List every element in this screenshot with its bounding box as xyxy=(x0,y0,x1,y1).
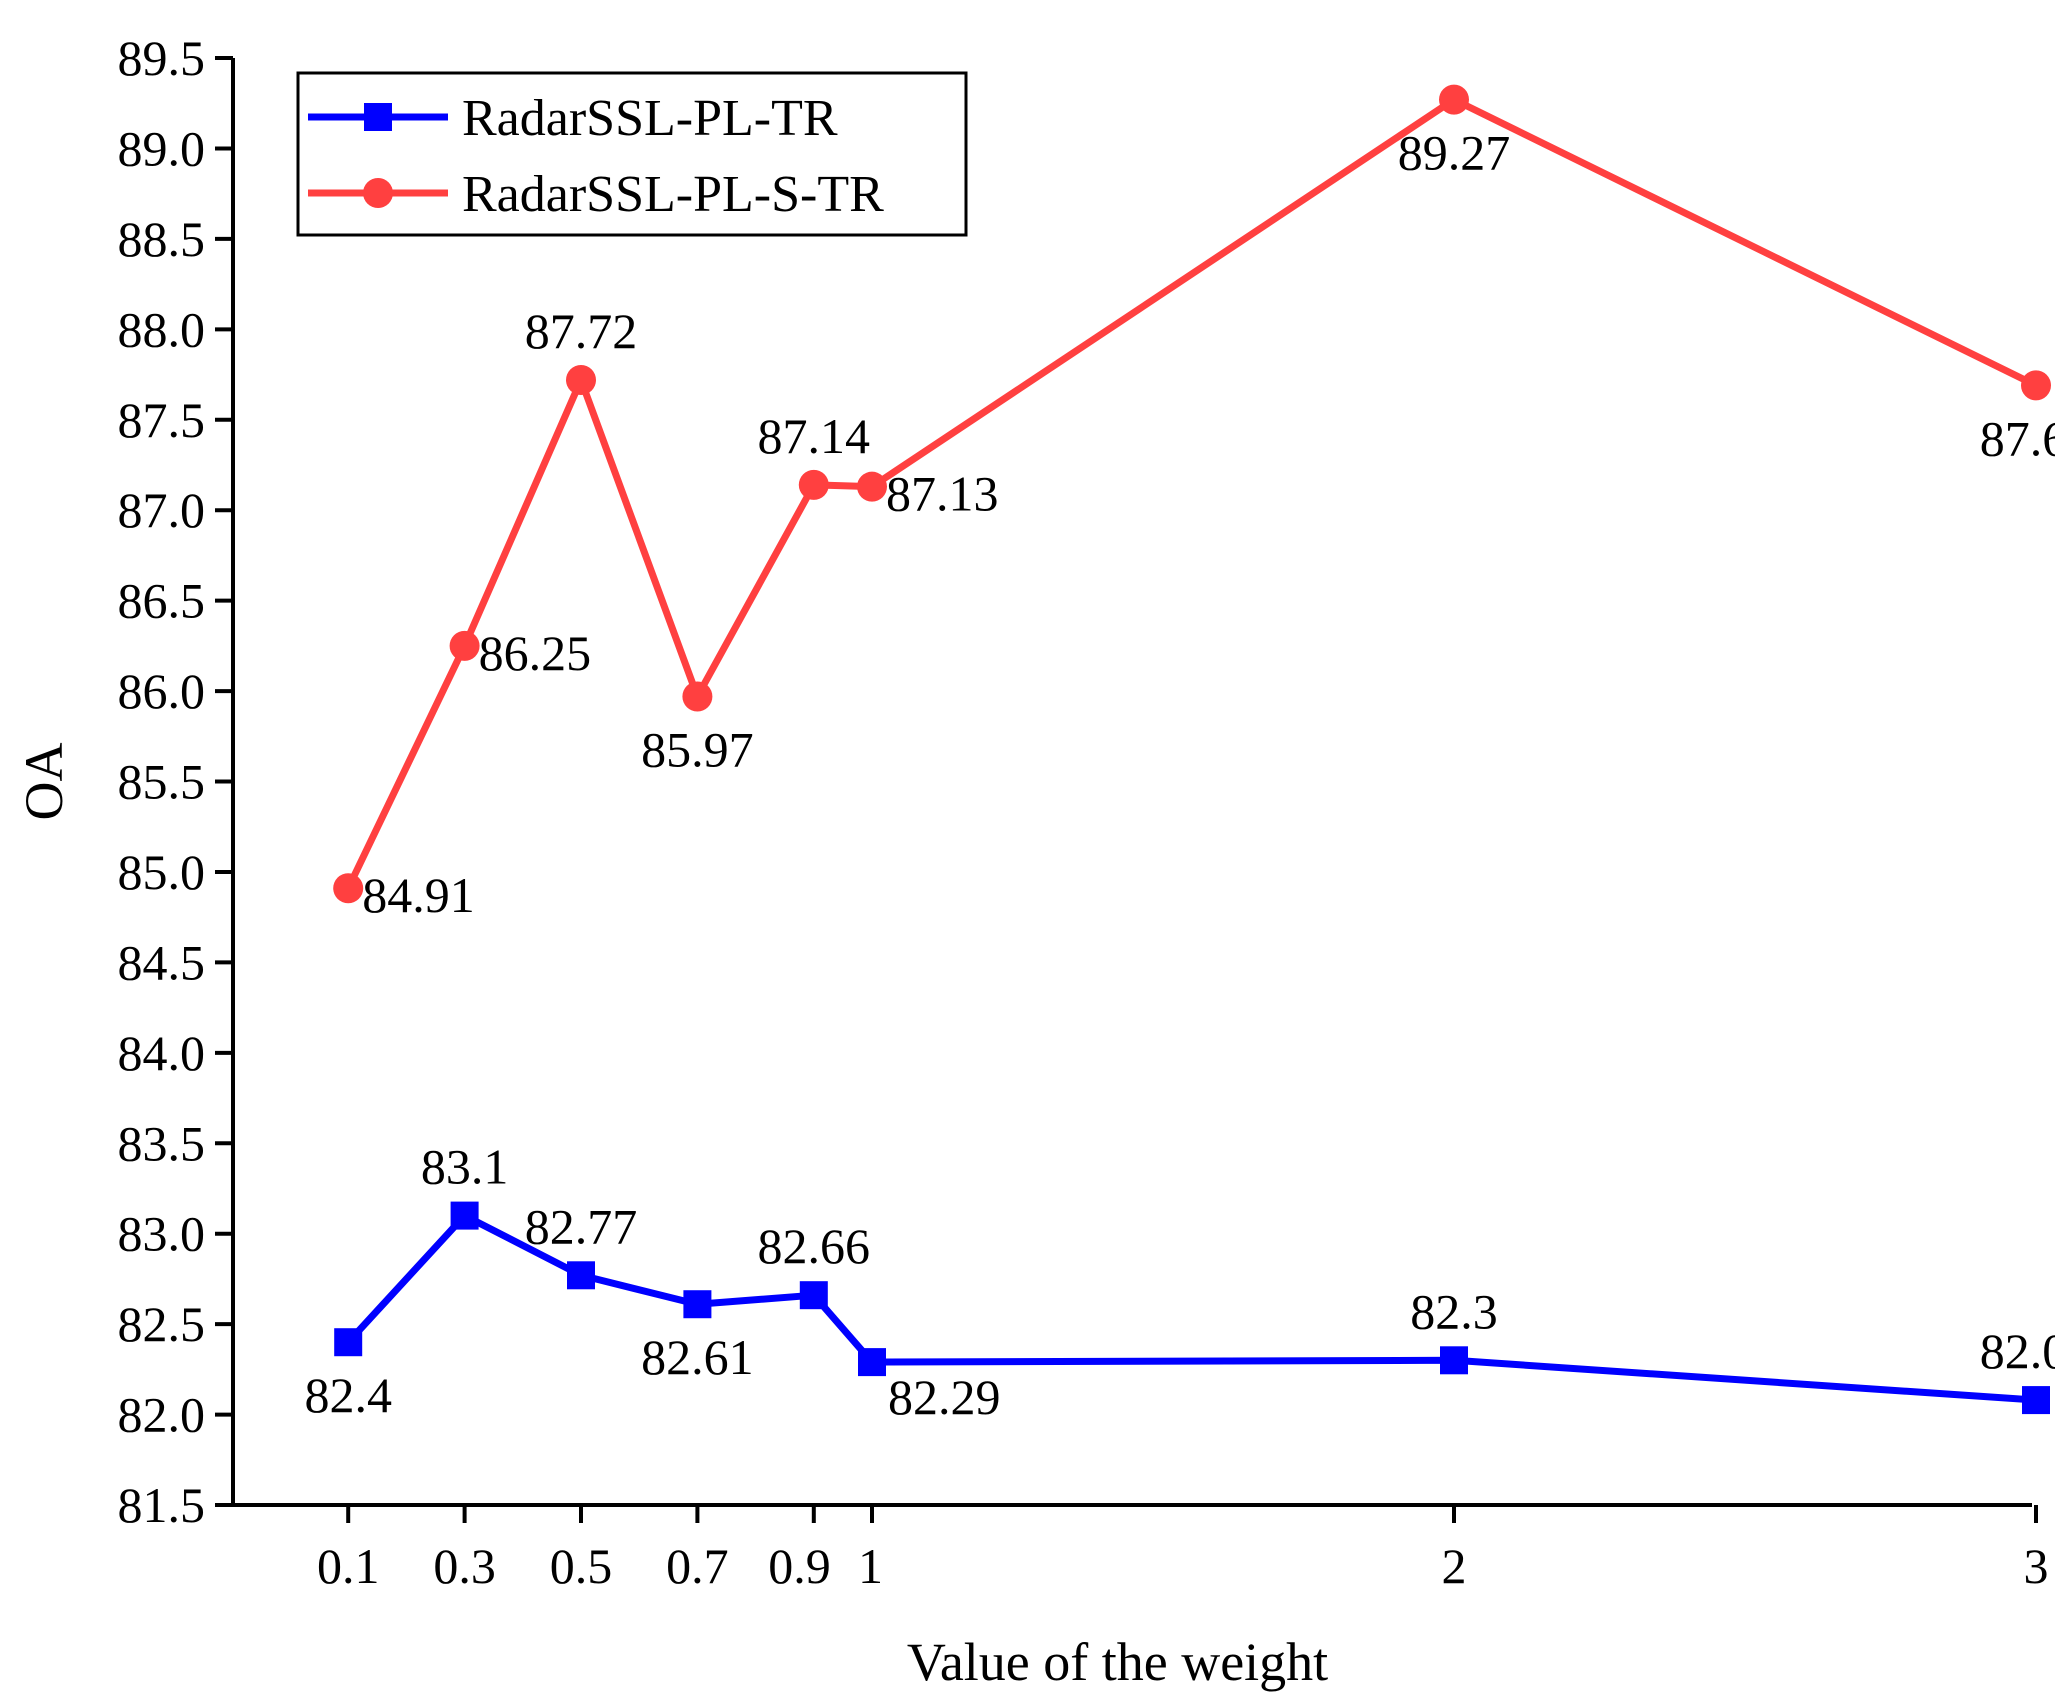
data-label: 82.29 xyxy=(888,1369,1001,1425)
data-label: 86.25 xyxy=(479,625,591,681)
series-layer xyxy=(333,84,2051,1415)
data-point xyxy=(799,1281,828,1310)
x-tick-label: 0.7 xyxy=(666,1538,729,1594)
y-tick-label: 83.5 xyxy=(118,1115,206,1171)
y-tick-label: 86.5 xyxy=(118,573,206,629)
data-point xyxy=(567,1261,595,1290)
series-0 xyxy=(334,1201,2050,1415)
x-tick-label: 0.9 xyxy=(768,1538,831,1594)
data-point xyxy=(1440,1346,1468,1375)
legend-item-1: RadarSSL-PL-S-TR xyxy=(308,166,884,223)
data-label: 82.77 xyxy=(525,1198,638,1254)
data-point xyxy=(2022,1386,2050,1415)
data-label: 82.66 xyxy=(758,1218,871,1274)
y-axis-title: OA xyxy=(14,743,74,821)
data-label: 82.3 xyxy=(1410,1283,1498,1339)
axes: 81.5 82.0 82.5 83.0 83.5 84.0 84.5 85.0 85.5 86.0… xyxy=(14,30,2049,1692)
data-label: 84.91 xyxy=(362,867,475,923)
x-tick-label: 3 xyxy=(2024,1538,2049,1594)
y-tick-label: 83.0 xyxy=(118,1206,206,1262)
y-tick-label: 89.0 xyxy=(118,120,206,176)
data-point xyxy=(2021,370,2051,401)
data-point xyxy=(858,1348,886,1377)
data-label: 82.08 xyxy=(1980,1323,2055,1379)
data-label: 87.14 xyxy=(758,408,871,464)
data-label: 87.69 xyxy=(1980,410,2055,466)
y-tick-label: 82.0 xyxy=(118,1387,206,1443)
series-line xyxy=(345,96,2038,890)
legend-label: RadarSSL-PL-TR xyxy=(462,90,838,147)
y-tick-label: 81.5 xyxy=(118,1477,206,1533)
data-point xyxy=(1439,84,1469,115)
series-1 xyxy=(333,84,2051,904)
x-tick-label: 0.3 xyxy=(433,1538,496,1594)
x-tick-label: 2 xyxy=(1442,1538,1467,1594)
data-point xyxy=(450,1201,479,1230)
y-tick-label: 87.0 xyxy=(118,482,206,538)
x-tick-label: 0.5 xyxy=(550,1538,613,1594)
legend: RadarSSL-PL-TR RadarSSL-PL-S-TR xyxy=(296,71,968,237)
legend-item-0: RadarSSL-PL-TR xyxy=(308,90,838,147)
legend-box xyxy=(296,71,968,237)
data-point xyxy=(683,1290,712,1319)
data-label: 85.97 xyxy=(641,721,754,777)
x-tick-label: 0.1 xyxy=(317,1538,380,1594)
y-tick-label: 88.0 xyxy=(118,301,206,357)
data-point xyxy=(334,1328,363,1357)
data-point xyxy=(857,471,887,502)
data-label: 82.61 xyxy=(641,1329,754,1385)
data-point xyxy=(333,873,364,904)
square-marker-icon xyxy=(364,103,392,131)
legend-label: RadarSSL-PL-S-TR xyxy=(462,166,884,223)
data-label: 82.4 xyxy=(304,1367,392,1423)
y-tick-label: 87.5 xyxy=(118,392,206,448)
y-tick-label: 85.5 xyxy=(118,754,206,810)
data-label: 87.13 xyxy=(886,466,999,522)
x-tick-label: 1 xyxy=(858,1538,883,1594)
y-tick-label: 84.0 xyxy=(118,1025,206,1081)
y-tick-label: 89.5 xyxy=(118,30,206,86)
series-line xyxy=(345,1212,2037,1404)
data-point xyxy=(682,681,713,712)
data-point xyxy=(566,364,596,395)
circle-marker-icon xyxy=(363,178,393,208)
data-point xyxy=(798,469,829,500)
x-axis-title: Value of the weight xyxy=(907,1632,1328,1692)
data-label: 87.72 xyxy=(525,303,638,359)
y-tick-label: 84.5 xyxy=(118,934,206,990)
data-label: 89.27 xyxy=(1398,125,1511,181)
data-label: 83.1 xyxy=(421,1139,509,1195)
y-tick-label: 85.0 xyxy=(118,844,206,900)
y-tick-label: 82.5 xyxy=(118,1296,206,1352)
y-tick-label: 86.0 xyxy=(118,663,206,719)
y-tick-label: 88.5 xyxy=(118,211,206,267)
data-point xyxy=(449,630,480,661)
